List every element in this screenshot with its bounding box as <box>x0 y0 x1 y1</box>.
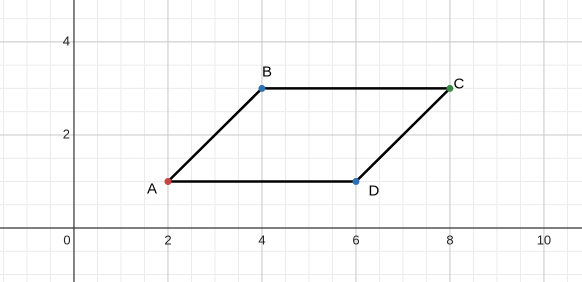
point-label: B <box>262 63 272 80</box>
x-tick-label: 2 <box>164 232 171 247</box>
x-tick-label: 0 <box>63 232 70 247</box>
point <box>258 84 266 92</box>
point-label: A <box>147 180 157 197</box>
y-tick-label: 4 <box>63 33 70 48</box>
point-label: C <box>454 75 465 92</box>
point <box>446 84 454 92</box>
x-tick-label: 4 <box>258 232 265 247</box>
point-label: D <box>369 182 380 199</box>
point <box>164 177 172 185</box>
x-tick-label: 10 <box>537 232 551 247</box>
point <box>352 177 360 185</box>
x-tick-label: 6 <box>352 232 359 247</box>
y-tick-label: 2 <box>63 126 70 141</box>
x-tick-label: 8 <box>446 232 453 247</box>
